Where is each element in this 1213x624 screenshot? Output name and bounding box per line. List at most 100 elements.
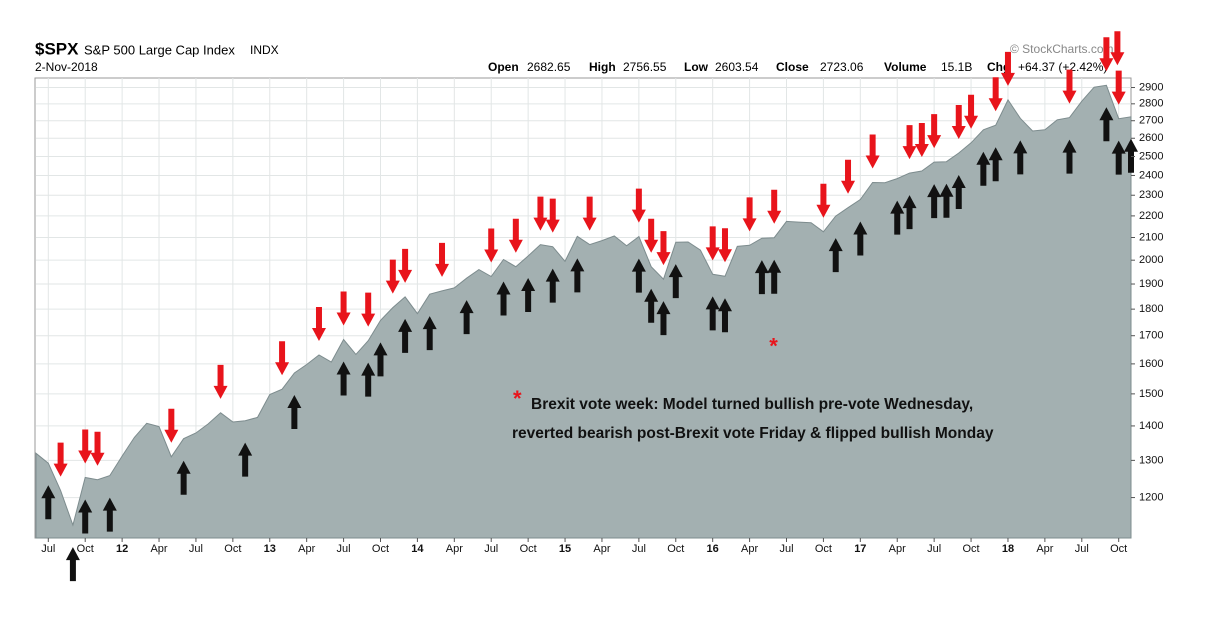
source: © StockCharts.com (1010, 42, 1114, 56)
buy-arrow (631, 258, 646, 293)
x-tick-label: Jul (189, 543, 203, 555)
y-tick-label: 2000 (1139, 254, 1163, 266)
quote-label: High (589, 60, 616, 74)
quote-label: Open (488, 60, 519, 74)
chart-subtitle: S&P 500 Large Cap Index (84, 42, 235, 57)
buy-arrow (853, 221, 868, 256)
sell-arrow (767, 189, 782, 224)
quote: Open 2682.65 High 2756.55 Low 2603.54 Close 272… (488, 60, 1107, 74)
y-tick-label: 2800 (1139, 98, 1163, 110)
price-area (35, 84, 1132, 539)
x-tick-label: 14 (411, 543, 424, 555)
y-tick-label: 1300 (1139, 454, 1163, 466)
y-tick-label: 2400 (1139, 169, 1163, 181)
exchange: INDX (250, 43, 279, 57)
sell-arrow (927, 114, 942, 149)
x-tick-label: Apr (446, 543, 463, 555)
buy-arrow (373, 342, 388, 377)
sell-arrow (1099, 37, 1114, 72)
sell-arrow (644, 218, 659, 253)
sell-arrow (275, 341, 290, 376)
sell-arrow (631, 188, 646, 223)
x-tick-label: Apr (1036, 543, 1053, 555)
y-tick-label: 1700 (1139, 330, 1163, 342)
sell-arrow (865, 134, 880, 169)
x-tick-label: 13 (264, 543, 276, 555)
x-tick-label: Oct (962, 543, 979, 555)
sell-arrow (78, 429, 93, 464)
sell-arrow (484, 228, 499, 263)
quote-value: 2682.65 (527, 60, 571, 74)
y-tick-label: 2100 (1139, 231, 1163, 243)
sell-arrow (914, 123, 929, 158)
annotation-text: reverted bearish post-Brexit vote Friday… (512, 425, 994, 442)
sell-arrow (53, 442, 68, 477)
y-tick-label: 1200 (1139, 491, 1163, 503)
sell-arrow (742, 197, 757, 232)
buy-arrow (976, 151, 991, 186)
buy-arrow (238, 442, 253, 477)
y-tick-label: 1900 (1139, 278, 1163, 290)
sell-arrow (508, 218, 523, 253)
annotation-text: Brexit vote week: Model turned bullish p… (531, 396, 973, 413)
y-tick-label: 1600 (1139, 358, 1163, 370)
quote-value: 2603.54 (715, 60, 759, 74)
annotation-marker: * (769, 334, 778, 359)
buy-arrow (754, 260, 769, 295)
buy-arrow (717, 298, 732, 333)
y-tick-label: 2300 (1139, 189, 1163, 201)
series (35, 84, 1132, 539)
buy-arrow (361, 362, 376, 397)
x-tick-label: Jul (41, 543, 55, 555)
x-tick-label: Jul (632, 543, 646, 555)
sell-arrow (435, 242, 450, 277)
buy-arrow (336, 361, 351, 396)
sell-arrow (902, 125, 917, 160)
sell-arrow (988, 77, 1003, 112)
x-tick-label: 16 (707, 543, 719, 555)
buy-arrow (988, 147, 1003, 182)
sell-arrow (311, 306, 326, 341)
sell-arrow (398, 248, 413, 283)
buy-arrow (828, 238, 843, 273)
sell-arrow (1000, 51, 1015, 86)
y-tick-label: 2700 (1139, 115, 1163, 127)
x-tick-label: Jul (484, 543, 498, 555)
buy-arrow (1099, 107, 1114, 142)
sell-arrow (336, 291, 351, 326)
quote-value: +64.37 (+2.42%) (1018, 60, 1107, 74)
sell-arrow (164, 408, 179, 443)
buy-arrow (287, 394, 302, 429)
x-tick-label: Apr (150, 543, 167, 555)
buy-arrow (78, 499, 93, 534)
buy-arrow (545, 268, 560, 303)
quote-value: 2756.55 (623, 60, 667, 74)
x-tick-label: Apr (889, 543, 906, 555)
buy-arrow (398, 318, 413, 353)
sell-arrow (705, 226, 720, 261)
buy-arrow (927, 184, 942, 219)
buy-arrow (570, 258, 585, 293)
sell-arrow (951, 104, 966, 139)
buy-arrow (890, 200, 905, 235)
buy-arrow (767, 259, 782, 294)
buy-arrow (1111, 140, 1126, 175)
sell-arrow (1110, 31, 1125, 66)
signals (41, 31, 1138, 582)
buy-arrow (102, 497, 117, 532)
x-tick-label: 18 (1002, 543, 1014, 555)
quote-label: Chg (987, 60, 1010, 74)
y-tick-label: 2900 (1139, 81, 1163, 93)
buy-arrow (939, 183, 954, 218)
x-tick-label: Oct (815, 543, 832, 555)
x-tick-label: Apr (298, 543, 315, 555)
sell-arrow (1062, 69, 1077, 104)
x-tick-label: 12 (116, 543, 128, 555)
annotation-marker: * (513, 386, 522, 411)
x-tick-label: 15 (559, 543, 571, 555)
axes: 1200 1300 1400 1500 1600 1700 1800 1900 2000 2100… (41, 81, 1163, 554)
chart-title: $SPX (35, 39, 79, 58)
date: 2-Nov-2018 (35, 60, 98, 74)
y-tick-label: 1500 (1139, 388, 1163, 400)
x-tick-label: Jul (1075, 543, 1089, 555)
